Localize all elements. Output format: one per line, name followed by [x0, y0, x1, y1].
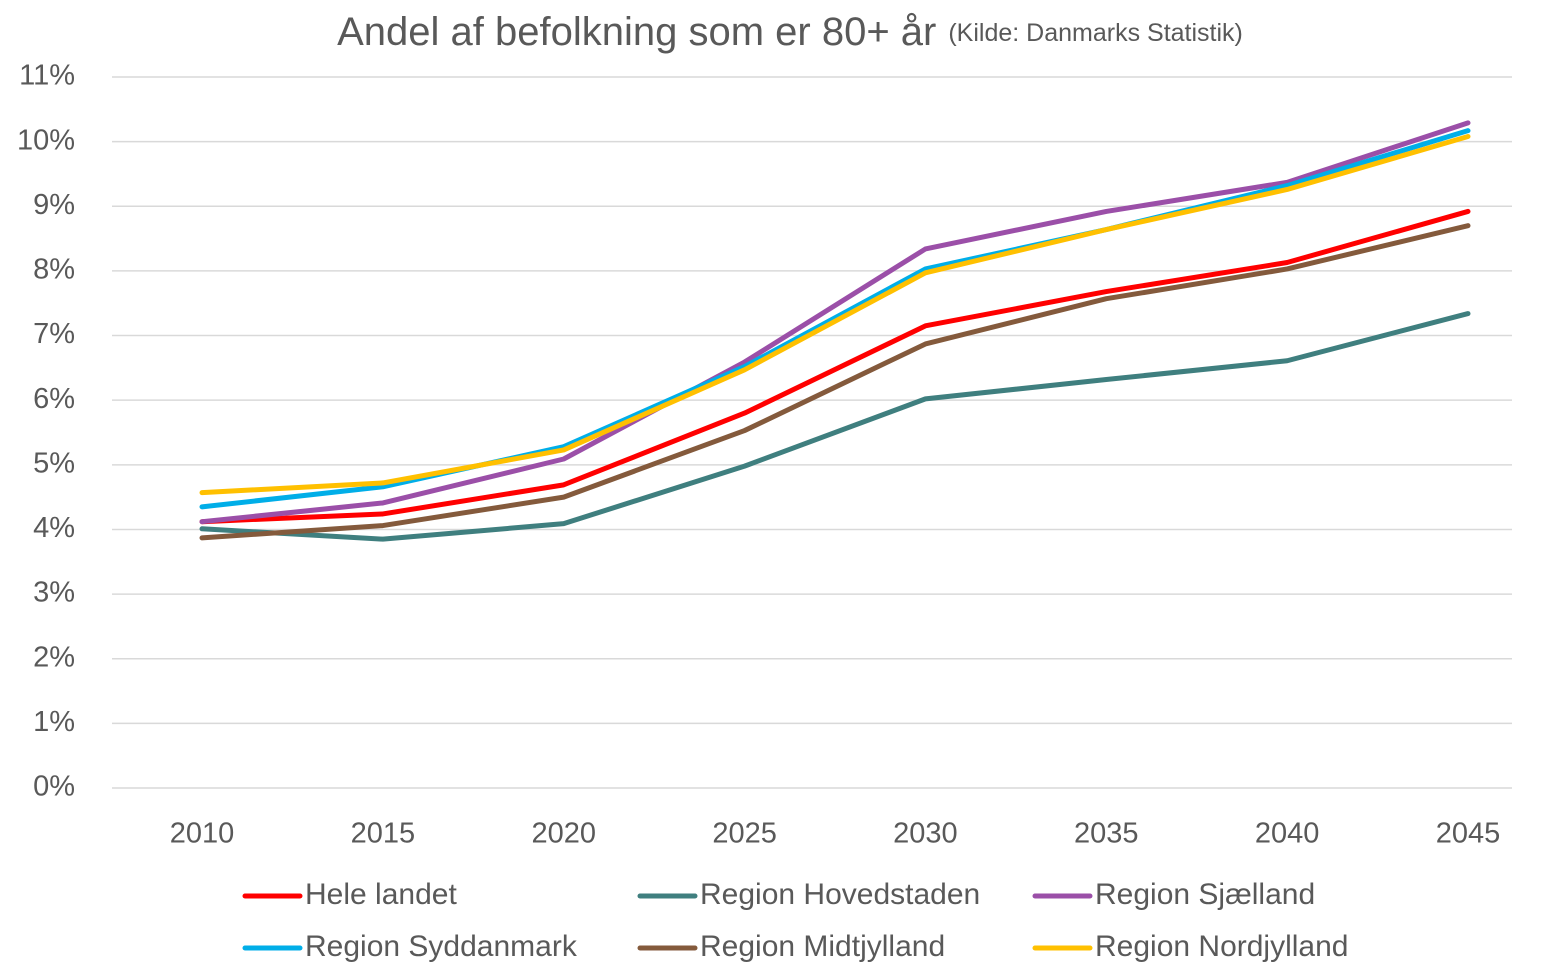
x-tick-label: 2025 — [712, 818, 777, 850]
series-line — [199, 208, 1471, 525]
x-tick-label: 2030 — [893, 818, 958, 850]
y-tick-label: 10% — [17, 124, 75, 156]
x-tick-label: 2020 — [531, 818, 596, 850]
y-tick-label: 9% — [33, 189, 75, 221]
y-tick-label: 0% — [33, 771, 75, 803]
lines — [199, 120, 1471, 542]
chart-subtitle: (Kilde: Danmarks Statistik) — [948, 19, 1243, 47]
legend-label: Region Midtjylland — [700, 930, 945, 963]
legend-label: Region Hovedstaden — [700, 878, 980, 911]
legend-label: Region Sjælland — [1095, 878, 1315, 911]
y-tick-label: 11% — [19, 60, 75, 92]
y-tick-label: 5% — [33, 447, 75, 479]
chart-title-group: Andel af befolkning som er 80+ år (Kilde:… — [337, 10, 1243, 54]
legend-label: Hele landet — [305, 878, 457, 911]
y-tick-label: 3% — [33, 577, 75, 609]
legend-label: Region Nordjylland — [1095, 930, 1348, 963]
grid: 0% 1% 2% 3% 4% 5% 6% 7% 8% 9% 10% 11% 2010 2015 2020 20… — [17, 60, 1512, 850]
x-tick-label: 2015 — [351, 818, 416, 850]
x-tick-label: 2045 — [1436, 818, 1501, 850]
x-tick-label: 2010 — [170, 818, 235, 850]
series-line — [199, 311, 1471, 542]
y-tick-label: 8% — [33, 254, 75, 286]
y-tick-label: 2% — [33, 641, 75, 673]
chart-title: Andel af befolkning som er 80+ år — [337, 10, 936, 54]
y-tick-label: 6% — [33, 383, 75, 415]
series-line — [199, 120, 1471, 525]
series-line — [199, 133, 1471, 496]
y-tick-label: 4% — [33, 512, 75, 544]
series-line — [199, 223, 1471, 541]
x-tick-label: 2035 — [1074, 818, 1139, 850]
y-tick-label: 1% — [33, 706, 75, 738]
y-tick-label: 7% — [33, 318, 75, 350]
legend: Hele landet Region Hovedstaden Region Sjæl… — [242, 878, 1348, 963]
x-tick-label: 2040 — [1255, 818, 1320, 850]
legend-label: Region Syddanmark — [305, 930, 578, 963]
series-line — [199, 128, 1471, 510]
